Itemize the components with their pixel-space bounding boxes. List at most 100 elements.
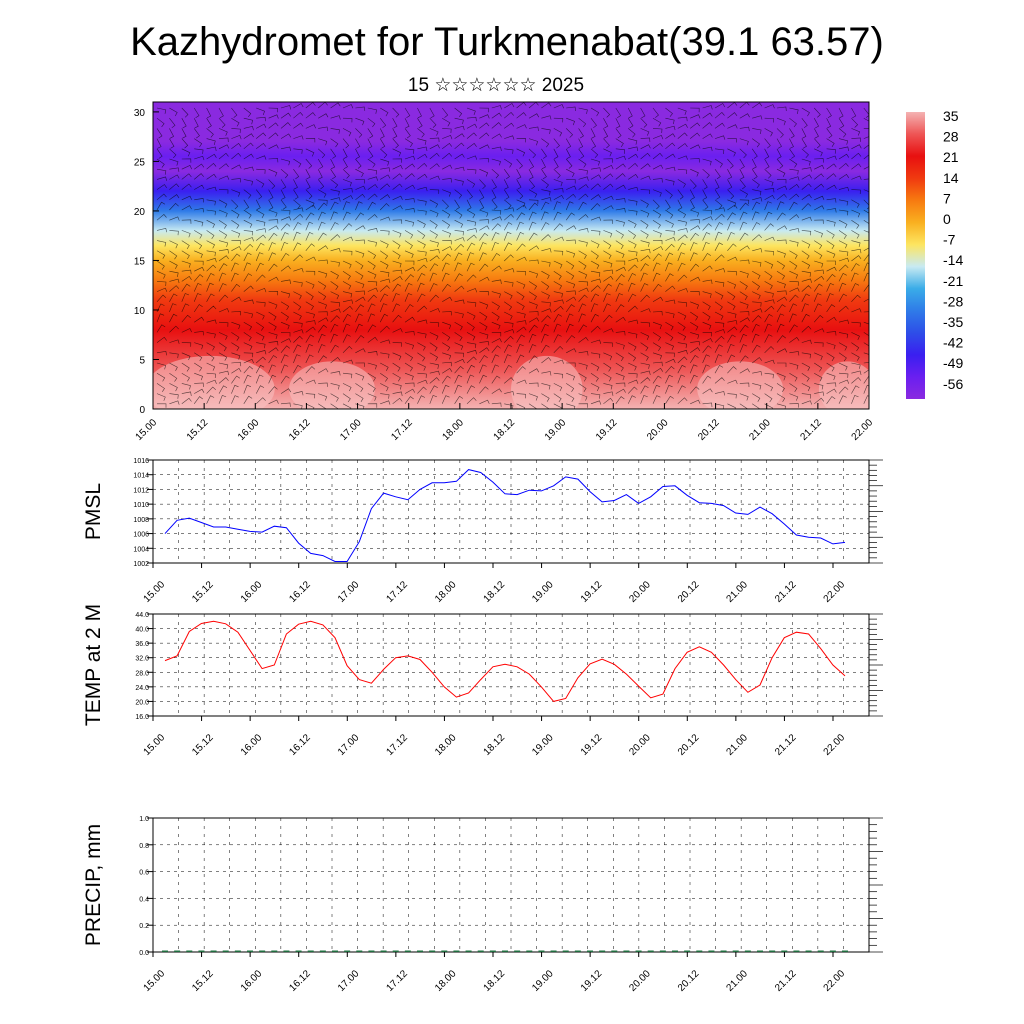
x-tick-label: 20.12	[676, 732, 702, 758]
colorbar-label: -49	[943, 355, 963, 371]
x-tick-label: 16.00	[236, 417, 262, 443]
precip-bar	[635, 950, 642, 952]
x-tick-label: 20.00	[645, 417, 671, 443]
precip-bar	[198, 950, 205, 952]
x-tick-label: 19.00	[530, 732, 556, 758]
x-tick-label: 19.12	[594, 417, 620, 443]
precip-bar	[453, 950, 460, 952]
y-tick-label: 40.0	[135, 627, 149, 634]
x-tick-label: 21.12	[773, 968, 799, 994]
wind-barbs	[156, 102, 869, 409]
y-tick-label: 0.2	[139, 923, 149, 930]
series-line	[164, 620, 846, 702]
x-tick-label: 18.00	[441, 417, 467, 443]
colorbar-label: -42	[943, 335, 963, 351]
precip-bar	[307, 950, 314, 952]
y-tick-label: 1006	[133, 532, 149, 539]
precip-bar	[465, 950, 472, 952]
x-tick-label: 21.12	[799, 417, 825, 443]
y-tick-label: 0.6	[139, 870, 149, 877]
x-tick-label: 15.12	[190, 968, 216, 994]
precip-bar	[793, 950, 800, 952]
x-tick-label: 17.12	[385, 968, 411, 994]
colorbar-label: -7	[943, 232, 956, 248]
x-tick-label: 17.12	[385, 732, 411, 758]
y-axis-label: PRECIP, mm	[82, 824, 105, 946]
x-tick-label: 18.00	[433, 732, 459, 758]
x-tick-label: 21.00	[747, 417, 773, 443]
precip-bar	[696, 950, 703, 952]
y-tick-label: 1010	[133, 502, 149, 509]
x-tick-label: 18.00	[433, 968, 459, 994]
x-tick-label: 18.00	[433, 579, 459, 605]
precip-bar	[247, 950, 253, 952]
precip-bar	[805, 950, 812, 952]
x-tick-label: 18.12	[482, 968, 508, 994]
precip-bar	[392, 950, 399, 952]
y-tick-label: 44.0	[135, 612, 149, 619]
x-tick-label: 16.12	[287, 732, 313, 758]
x-tick-label: 21.00	[725, 968, 751, 994]
chart-subtitle: 15 ☆☆☆☆☆☆ 2025	[408, 75, 584, 96]
x-tick-label: 22.00	[850, 417, 876, 443]
colorbar-label: 14	[943, 170, 959, 186]
precip-bar	[514, 950, 521, 952]
precip-bar	[489, 950, 496, 952]
x-tick-label: 19.00	[530, 579, 556, 605]
precip-bar	[162, 950, 168, 952]
colorbar-label: -28	[943, 293, 963, 309]
x-tick-label: 22.00	[822, 732, 848, 758]
x-tick-label: 19.00	[543, 417, 569, 443]
cross-section-panel: 0 5 10 15 20 25 30 15.00 15.12 16.00 16.12 17.00 17…	[134, 101, 876, 443]
x-tick-label: 17.00	[336, 732, 362, 758]
x-tick-label: 16.00	[239, 968, 265, 994]
precip-bar	[684, 950, 691, 952]
x-tick-label: 18.12	[492, 417, 518, 443]
precip-bar	[417, 950, 423, 952]
precip-bar	[611, 950, 618, 952]
y-tick-label: 32.0	[135, 656, 149, 663]
y-tick-label: 0.8	[139, 843, 149, 850]
precip-bar	[757, 950, 763, 952]
x-tick-label: 21.00	[725, 579, 751, 605]
precip-bar	[441, 950, 448, 952]
y-tick-label: 16.0	[135, 714, 149, 721]
chart-title: Kazhydromet for Turkmenabat(39.1 63.57)	[130, 20, 884, 64]
x-tick-label: 21.12	[773, 732, 799, 758]
precip-panel: 0.0 0.2 0.4 0.6 0.8 1.0 15.00 15.12 16.00 16.12 17…	[82, 816, 883, 994]
series-line	[164, 469, 846, 562]
x-tick-label: 15.12	[190, 732, 216, 758]
precip-bar	[319, 950, 326, 952]
y-tick-label: 36.0	[135, 641, 149, 648]
precip-bar	[574, 950, 581, 952]
y-tick-label: 20	[134, 207, 146, 218]
x-tick-label: 16.12	[287, 968, 313, 994]
colorbar-label: -14	[943, 252, 963, 268]
x-tick-label: 16.00	[239, 732, 265, 758]
x-tick-label: 19.12	[579, 732, 605, 758]
y-tick-label: 0	[139, 405, 145, 416]
colorbar-label: 35	[943, 108, 959, 124]
x-tick-label: 17.12	[385, 579, 411, 605]
precip-bar	[429, 950, 436, 952]
x-tick-label: 22.00	[822, 579, 848, 605]
warm-surface-patches	[153, 355, 869, 409]
precip-bar	[842, 950, 848, 952]
x-tick-label: 21.12	[773, 579, 799, 605]
y-tick-label: 1016	[133, 458, 149, 465]
x-tick-label: 18.12	[482, 732, 508, 758]
precip-bar	[271, 950, 278, 952]
x-tick-label: 15.00	[142, 579, 168, 605]
y-axis-label: PMSL	[82, 483, 105, 540]
colorbar-label: 21	[943, 149, 959, 165]
x-tick-label: 20.12	[696, 417, 722, 443]
y-tick-label: 0.4	[139, 896, 149, 903]
x-tick-label: 15.00	[142, 732, 168, 758]
cross-section-y-ticks: 0 5 10 15 20 25 30	[134, 108, 159, 416]
x-tick-label: 15.00	[134, 417, 160, 443]
x-tick-label: 17.00	[338, 417, 364, 443]
y-tick-label: 1004	[133, 546, 149, 553]
precip-bar	[647, 950, 654, 952]
x-tick-label: 16.00	[239, 579, 265, 605]
